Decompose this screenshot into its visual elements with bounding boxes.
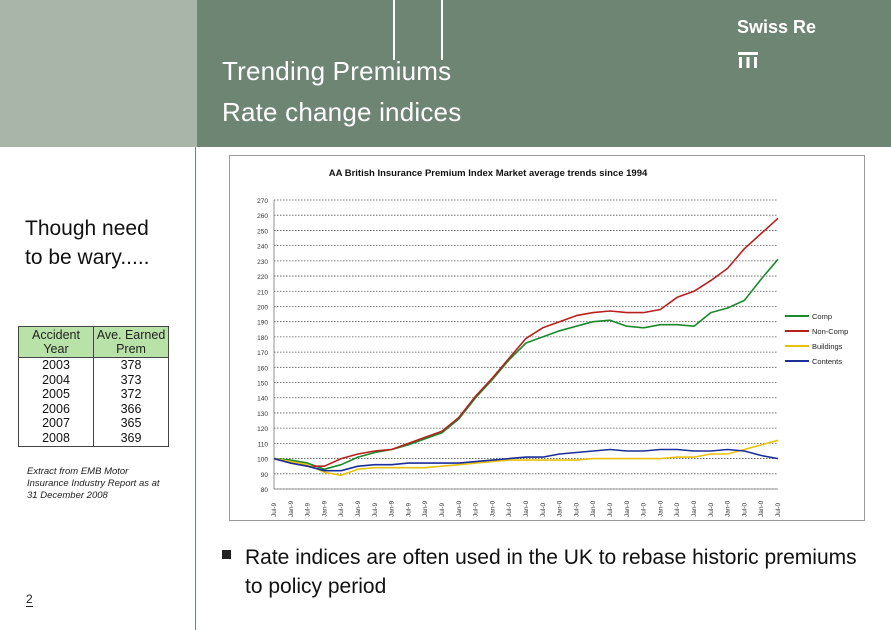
- bullet-text: Rate indices are often used in the UK to…: [245, 546, 857, 598]
- x-tick-label: Jan-0: [725, 500, 732, 517]
- y-tick-label: 250: [257, 228, 268, 235]
- x-tick-label: Jul-0: [674, 503, 681, 517]
- table-cell: 2004: [18, 372, 94, 388]
- x-tick-label: Jan-9: [389, 500, 396, 517]
- x-tick-label: Jan-9: [321, 500, 328, 517]
- x-tick-label: Jul-0: [607, 503, 614, 517]
- table-header: Accident Year: [18, 326, 94, 358]
- page-title: Trending Premiums: [222, 56, 452, 86]
- y-tick-label: 140: [257, 396, 268, 403]
- y-tick-label: 220: [257, 274, 268, 281]
- x-tick-label: Jul-9: [338, 503, 345, 517]
- table-cell: 2007: [18, 416, 94, 431]
- legend-label: Comp: [812, 312, 832, 321]
- x-tick-label: Jul-9: [372, 503, 379, 517]
- y-tick-label: 100: [257, 457, 268, 464]
- y-tick-label: 240: [257, 244, 268, 251]
- table-row: 2004 373: [18, 372, 169, 388]
- x-tick-label: Jan-0: [624, 500, 631, 517]
- y-tick-label: 90: [261, 472, 269, 479]
- earned-premium-table: Accident Year Ave. Earned Prem 2003 378 2…: [18, 326, 169, 447]
- header-left-band: [0, 0, 197, 147]
- bullet-icon: [222, 550, 231, 559]
- divider-line: [195, 147, 196, 630]
- table-cell: 373: [93, 372, 169, 388]
- x-tick-label: Jul-0: [473, 503, 480, 517]
- x-tick-label: Jan-9: [288, 500, 295, 517]
- series-line: [273, 217, 779, 468]
- series-line: [273, 439, 779, 477]
- y-tick-label: 200: [257, 304, 268, 311]
- table-cell: 2003: [18, 357, 94, 373]
- page-number: 2: [26, 592, 33, 607]
- x-tick-label: Jul-0: [641, 503, 648, 517]
- table-header: Ave. Earned Prem: [93, 326, 169, 358]
- x-tick-label: Jul-9: [439, 503, 446, 517]
- x-tick-label: Jan-9: [355, 500, 362, 517]
- x-tick-label: Jan-9: [422, 500, 429, 517]
- x-tick-label: Jul-9: [271, 503, 278, 517]
- source-note: Extract from EMB Motor Insurance Industr…: [27, 466, 160, 501]
- y-tick-label: 190: [257, 320, 268, 327]
- y-tick-label: 170: [257, 350, 268, 357]
- series-line: [273, 258, 779, 471]
- chart-frame: AA British Insurance Premium Index Marke…: [229, 155, 865, 521]
- table-cell: 2005: [18, 387, 94, 402]
- y-tick-label: 160: [257, 365, 268, 372]
- x-tick-label: Jul-0: [506, 503, 513, 517]
- side-note: Though need to be wary.....: [25, 217, 150, 269]
- chart-title: AA British Insurance Premium Index Marke…: [329, 168, 648, 179]
- table-cell: 366: [93, 401, 169, 417]
- legend-label: Buildings: [812, 342, 843, 351]
- brand-logo-text: Swiss Re: [737, 17, 817, 37]
- swiss-re-logo-icon: [738, 52, 758, 68]
- decorative-bar: [393, 0, 395, 60]
- legend-label: Contents: [812, 357, 842, 366]
- legend-label: Non-Comp: [812, 327, 848, 336]
- x-tick-label: Jul-0: [741, 503, 748, 517]
- y-tick-label: 130: [257, 411, 268, 418]
- x-tick-label: Jul-0: [573, 503, 580, 517]
- table-row: 2007 365: [18, 416, 169, 431]
- table-cell: 369: [93, 430, 169, 447]
- y-tick-label: 110: [258, 441, 269, 448]
- page-subtitle: Rate change indices: [222, 97, 462, 127]
- table-cell: 365: [93, 416, 169, 431]
- x-tick-label: Jan-0: [456, 500, 463, 517]
- y-tick-label: 260: [257, 213, 268, 220]
- x-tick-label: Jul-9: [305, 503, 312, 517]
- premium-index-chart: AA British Insurance Premium Index Marke…: [257, 168, 848, 517]
- y-tick-label: 120: [257, 426, 268, 433]
- y-tick-label: 230: [257, 259, 268, 266]
- x-tick-label: Jan-0: [758, 500, 765, 517]
- x-tick-label: Jul-0: [540, 503, 547, 517]
- y-tick-label: 80: [261, 487, 269, 494]
- table-cell: 378: [93, 357, 169, 373]
- table-cell: 2006: [18, 401, 94, 417]
- table-row: 2008 369: [18, 430, 169, 447]
- series-line: [273, 448, 779, 472]
- table-cell: 2008: [18, 430, 94, 447]
- table-cell: 372: [93, 387, 169, 402]
- decorative-bar: [441, 0, 443, 60]
- y-tick-label: 270: [257, 198, 268, 205]
- x-tick-label: Jan-0: [557, 500, 564, 517]
- x-tick-label: Jan-0: [691, 500, 698, 517]
- y-tick-label: 210: [257, 289, 268, 296]
- x-tick-label: Jul-0: [708, 503, 715, 517]
- header-right-band: [197, 0, 891, 147]
- table-row: 2003 378: [18, 357, 169, 373]
- x-tick-label: Jul-0: [775, 503, 782, 517]
- x-tick-label: Jul-9: [405, 503, 412, 517]
- x-tick-label: Jan-0: [657, 500, 664, 517]
- x-tick-label: Jan-0: [489, 500, 496, 517]
- x-tick-label: Jan-0: [523, 500, 530, 517]
- x-tick-label: Jan-0: [590, 500, 597, 517]
- y-tick-label: 150: [257, 381, 268, 388]
- y-tick-label: 180: [257, 335, 268, 342]
- table-row: 2006 366: [18, 401, 169, 417]
- table-row: 2005 372: [18, 387, 169, 402]
